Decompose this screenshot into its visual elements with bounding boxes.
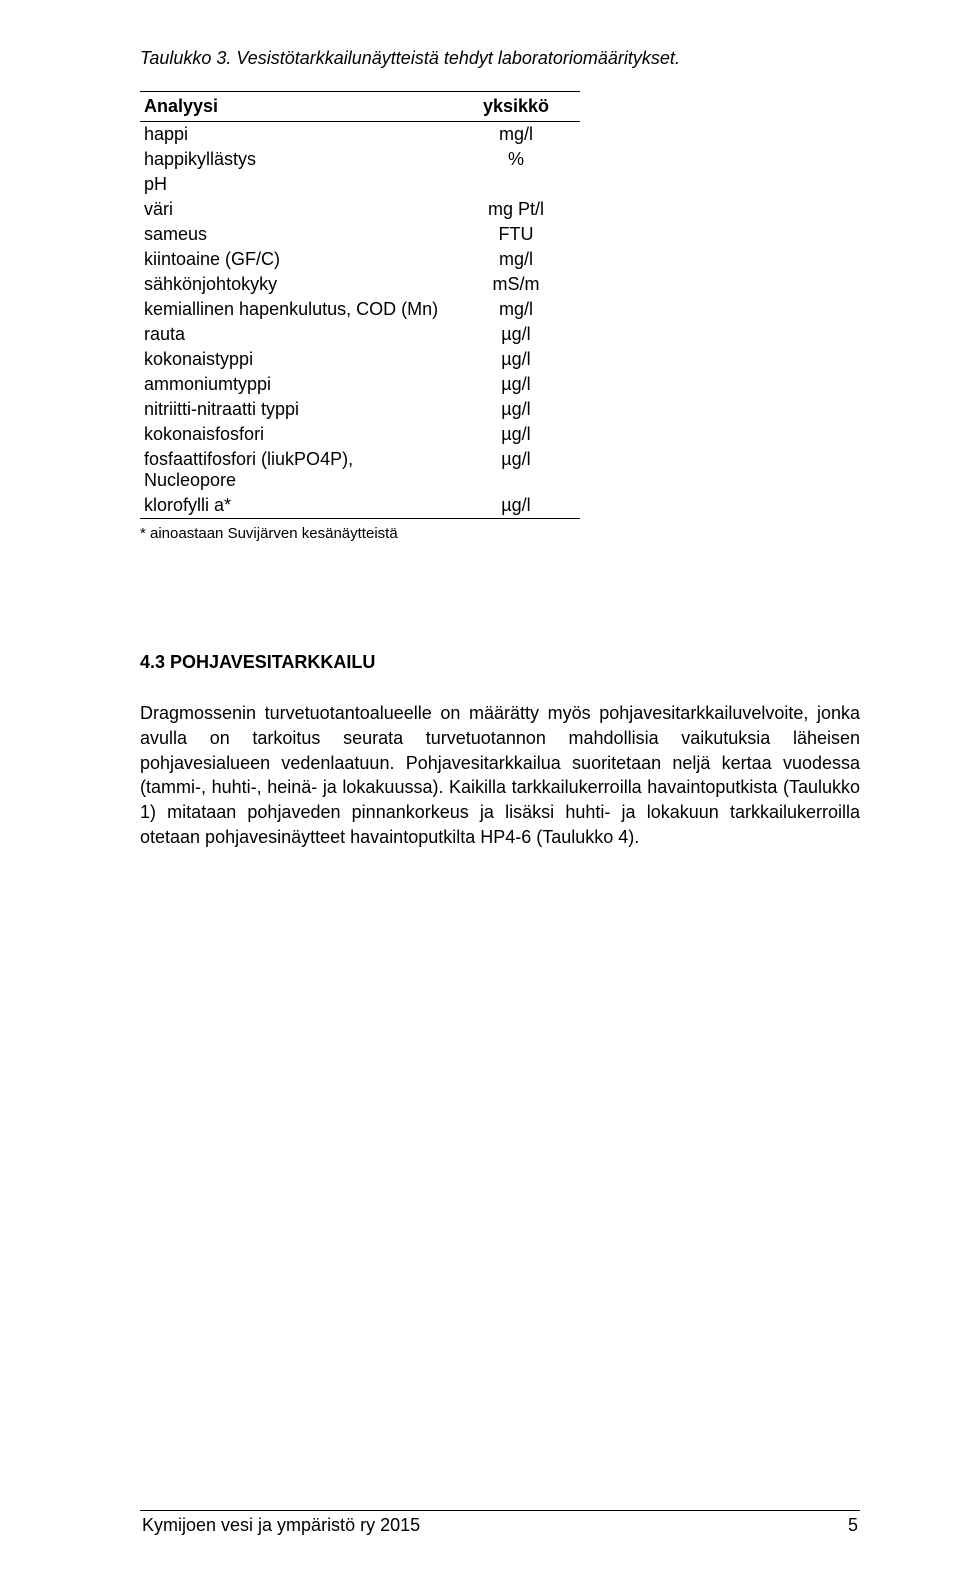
page: Taulukko 3. Vesistötarkkailunäytteistä t… (0, 0, 960, 1572)
spacer (140, 850, 860, 1510)
section-title: POHJAVESITARKKAILU (170, 652, 375, 672)
table-row: sameusFTU (140, 222, 580, 247)
table-row: happikyllästys% (140, 147, 580, 172)
cell-unit: mg/l (452, 122, 580, 148)
table-footnote: * ainoastaan Suvijärven kesänäytteistä (140, 525, 860, 542)
table-row: ammoniumtyppiµg/l (140, 372, 580, 397)
table-row: fosfaattifosfori (liukPO4P), Nucleoporeµ… (140, 447, 580, 493)
table-row: värimg Pt/l (140, 197, 580, 222)
table-row: kokonaistyppiµg/l (140, 347, 580, 372)
header-unit: yksikkö (452, 92, 580, 122)
table-row: kokonaisfosforiµg/l (140, 422, 580, 447)
cell-unit (452, 172, 580, 197)
table-row: klorofylli a*µg/l (140, 493, 580, 519)
cell-analysis: kokonaisfosfori (140, 422, 452, 447)
table-row: sähkönjohtokykymS/m (140, 272, 580, 297)
cell-unit: µg/l (452, 372, 580, 397)
cell-analysis: pH (140, 172, 452, 197)
cell-unit: mg/l (452, 297, 580, 322)
cell-analysis: sähkönjohtokyky (140, 272, 452, 297)
footer-source: Kymijoen vesi ja ympäristö ry 2015 (142, 1515, 420, 1536)
cell-unit: µg/l (452, 397, 580, 422)
table-row: happimg/l (140, 122, 580, 148)
footer-page-number: 5 (848, 1515, 858, 1536)
cell-analysis: ammoniumtyppi (140, 372, 452, 397)
section-number: 4.3 (140, 652, 165, 672)
cell-analysis: nitriitti-nitraatti typpi (140, 397, 452, 422)
cell-analysis: kokonaistyppi (140, 347, 452, 372)
cell-unit: FTU (452, 222, 580, 247)
cell-analysis: väri (140, 197, 452, 222)
cell-unit: µg/l (452, 347, 580, 372)
cell-analysis: kemiallinen hapenkulutus, COD (Mn) (140, 297, 452, 322)
cell-analysis: rauta (140, 322, 452, 347)
cell-unit: mS/m (452, 272, 580, 297)
cell-analysis: sameus (140, 222, 452, 247)
cell-unit: mg Pt/l (452, 197, 580, 222)
cell-unit: µg/l (452, 322, 580, 347)
cell-unit: mg/l (452, 247, 580, 272)
body-paragraph: Dragmossenin turvetuotantoalueelle on mä… (140, 701, 860, 850)
analysis-table: Analyysi yksikkö happimg/l happikyllästy… (140, 91, 580, 519)
cell-unit: % (452, 147, 580, 172)
header-analysis: Analyysi (140, 92, 452, 122)
cell-analysis: klorofylli a* (140, 493, 452, 519)
cell-unit: µg/l (452, 422, 580, 447)
table-header-row: Analyysi yksikkö (140, 92, 580, 122)
table-row: rautaµg/l (140, 322, 580, 347)
table-row: kiintoaine (GF/C)mg/l (140, 247, 580, 272)
cell-unit: µg/l (452, 447, 580, 493)
cell-analysis: kiintoaine (GF/C) (140, 247, 452, 272)
footer-rule (140, 1510, 860, 1511)
cell-unit: µg/l (452, 493, 580, 519)
table-row: kemiallinen hapenkulutus, COD (Mn)mg/l (140, 297, 580, 322)
table-caption: Taulukko 3. Vesistötarkkailunäytteistä t… (140, 48, 860, 69)
cell-analysis: fosfaattifosfori (liukPO4P), Nucleopore (140, 447, 452, 493)
section-heading: 4.3 POHJAVESITARKKAILU (140, 652, 860, 673)
cell-analysis: happi (140, 122, 452, 148)
table-row: pH (140, 172, 580, 197)
table-row: nitriitti-nitraatti typpiµg/l (140, 397, 580, 422)
cell-analysis: happikyllästys (140, 147, 452, 172)
page-footer: Kymijoen vesi ja ympäristö ry 2015 5 (140, 1515, 860, 1542)
